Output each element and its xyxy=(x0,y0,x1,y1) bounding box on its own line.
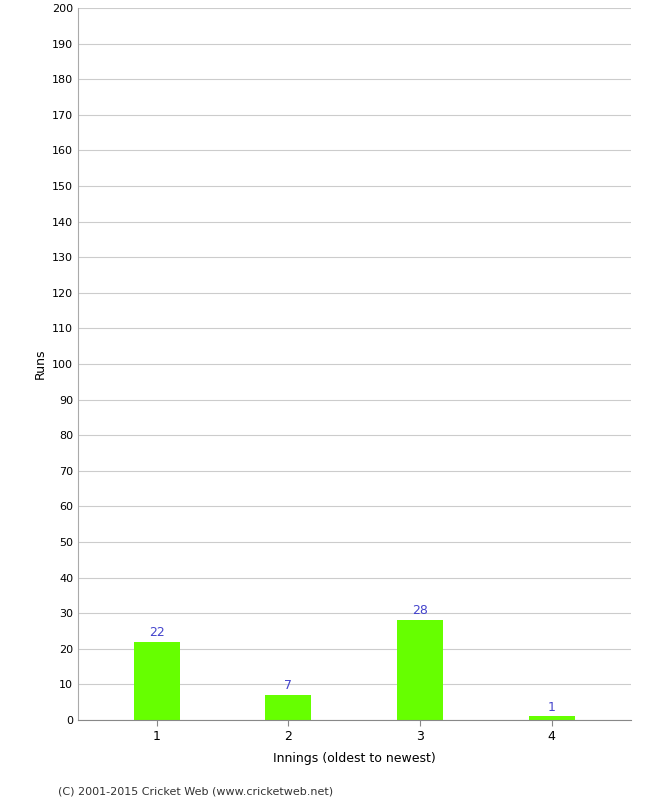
Bar xyxy=(397,620,443,720)
X-axis label: Innings (oldest to newest): Innings (oldest to newest) xyxy=(273,752,436,765)
Bar xyxy=(134,642,180,720)
Text: (C) 2001-2015 Cricket Web (www.cricketweb.net): (C) 2001-2015 Cricket Web (www.cricketwe… xyxy=(58,786,333,796)
Text: 28: 28 xyxy=(412,605,428,618)
Bar xyxy=(528,717,575,720)
Y-axis label: Runs: Runs xyxy=(33,349,46,379)
Text: 22: 22 xyxy=(149,626,165,639)
Text: 7: 7 xyxy=(285,679,292,692)
Text: 1: 1 xyxy=(548,701,556,714)
Bar xyxy=(265,695,311,720)
